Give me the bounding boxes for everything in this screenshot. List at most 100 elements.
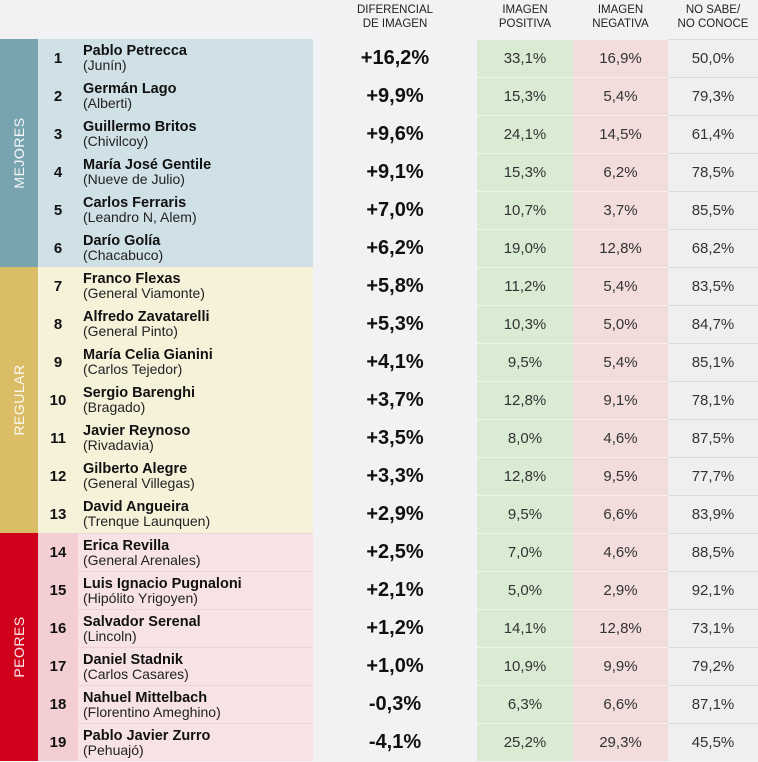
- mayor-name: Pablo Javier Zurro: [83, 727, 211, 744]
- mayor-cell: Alfredo Zavatarelli (General Pinto): [78, 305, 313, 343]
- section-rows: 7 Franco Flexas (General Viamonte) +5,8%…: [38, 267, 758, 533]
- header-differential: DIFERENCIAL DE IMAGEN: [313, 3, 477, 31]
- mayor-name: Erica Revilla: [83, 537, 170, 554]
- mayor-name: María Celia Gianini: [83, 347, 213, 363]
- district-name: (Carlos Casares): [83, 665, 189, 682]
- header-positive: IMAGEN POSITIVA: [477, 3, 573, 31]
- rank: 3: [38, 115, 78, 153]
- table-row: 5 Carlos Ferraris (Leandro N, Alem) +7,0…: [38, 191, 758, 229]
- district-name: (Florentino Ameghino): [83, 703, 221, 720]
- mayor-name: Carlos Ferraris: [83, 195, 187, 211]
- unknown-image: 73,1%: [668, 609, 758, 647]
- image-differential: +5,3%: [366, 312, 424, 335]
- image-differential: +16,2%: [360, 46, 430, 69]
- unknown-image: 85,1%: [668, 343, 758, 381]
- positive-image: 9,5%: [477, 495, 573, 533]
- image-differential: +6,2%: [366, 236, 424, 259]
- positive-image: 9,5%: [477, 343, 573, 381]
- image-differential: -0,3%: [368, 692, 422, 715]
- positive-image: 8,0%: [477, 419, 573, 457]
- mayor-cell: Darío Golía (Chacabuco): [78, 229, 313, 267]
- negative-image: 9,9%: [573, 647, 668, 685]
- negative-image: 14,5%: [573, 115, 668, 153]
- section-regular: REGULAR 7 Franco Flexas (General Viamont…: [0, 267, 758, 533]
- header-line: NEGATIVA: [592, 18, 649, 30]
- section-label-bar: REGULAR: [0, 267, 38, 533]
- mayor-cell: Carlos Ferraris (Leandro N, Alem): [78, 191, 313, 229]
- section-rows: 1 Pablo Petrecca (Junín) +16,2% 33,1% 16…: [38, 39, 758, 267]
- table-row: 3 Guillermo Britos (Chivilcoy) +9,6% 24,…: [38, 115, 758, 153]
- mayor-cell: Guillermo Britos (Chivilcoy): [78, 115, 313, 153]
- negative-image: 4,6%: [573, 419, 668, 457]
- mayor-name: Javier Reynoso: [83, 423, 191, 439]
- table-row: 15 Luis Ignacio Pugnaloni (Hipólito Yrig…: [38, 571, 758, 609]
- unknown-image: 78,1%: [668, 381, 758, 419]
- table-row: 7 Franco Flexas (General Viamonte) +5,8%…: [38, 267, 758, 305]
- negative-image: 29,3%: [573, 723, 668, 761]
- negative-image: 6,6%: [573, 495, 668, 533]
- district-name: (Hipólito Yrigoyen): [83, 589, 198, 606]
- table-row: 6 Darío Golía (Chacabuco) +6,2% 19,0% 12…: [38, 229, 758, 267]
- rank: 15: [38, 571, 78, 609]
- unknown-image: 61,4%: [668, 115, 758, 153]
- mayor-cell: Nahuel Mittelbach (Florentino Ameghino): [78, 685, 313, 723]
- rank: 6: [38, 229, 78, 267]
- unknown-image: 68,2%: [668, 229, 758, 267]
- negative-image: 9,1%: [573, 381, 668, 419]
- positive-image: 12,8%: [477, 457, 573, 495]
- rank: 5: [38, 191, 78, 229]
- header-line: NO CONOCE: [677, 18, 749, 30]
- unknown-image: 85,5%: [668, 191, 758, 229]
- table-row: 17 Daniel Stadnik (Carlos Casares) +1,0%…: [38, 647, 758, 685]
- image-differential: +2,9%: [366, 502, 424, 525]
- district-name: (Carlos Tejedor): [83, 361, 183, 377]
- district-name: (Nueve de Julio): [83, 171, 185, 187]
- table-row: 1 Pablo Petrecca (Junín) +16,2% 33,1% 16…: [38, 39, 758, 77]
- image-differential: -4,1%: [368, 730, 422, 753]
- section-rows: 14 Erica Revilla (General Arenales) +2,5…: [38, 533, 758, 761]
- table-row: 9 María Celia Gianini (Carlos Tejedor) +…: [38, 343, 758, 381]
- image-differential: +3,3%: [366, 464, 424, 487]
- district-name: (General Arenales): [83, 551, 201, 568]
- rank: 7: [38, 267, 78, 305]
- rank: 4: [38, 153, 78, 191]
- negative-image: 5,0%: [573, 305, 668, 343]
- mayor-cell: Luis Ignacio Pugnaloni (Hipólito Yrigoye…: [78, 571, 313, 609]
- table-row: 10 Sergio Barenghi (Bragado) +3,7% 12,8%…: [38, 381, 758, 419]
- unknown-image: 50,0%: [668, 39, 758, 77]
- negative-image: 6,6%: [573, 685, 668, 723]
- positive-image: 19,0%: [477, 229, 573, 267]
- positive-image: 15,3%: [477, 153, 573, 191]
- mayor-name: Sergio Barenghi: [83, 385, 195, 401]
- mayor-name: Luis Ignacio Pugnaloni: [83, 575, 242, 592]
- image-differential: +2,1%: [366, 578, 424, 601]
- unknown-image: 83,5%: [668, 267, 758, 305]
- table-row: 19 Pablo Javier Zurro (Pehuajó) -4,1% 25…: [38, 723, 758, 761]
- negative-image: 6,2%: [573, 153, 668, 191]
- negative-image: 5,4%: [573, 343, 668, 381]
- section-label-bar: MEJORES: [0, 39, 38, 267]
- district-name: (Rivadavia): [83, 437, 154, 453]
- table-row: 4 María José Gentile (Nueve de Julio) +9…: [38, 153, 758, 191]
- positive-image: 10,9%: [477, 647, 573, 685]
- rank: 2: [38, 77, 78, 115]
- positive-image: 11,2%: [477, 267, 573, 305]
- district-name: (General Pinto): [83, 323, 178, 339]
- mayor-cell: María José Gentile (Nueve de Julio): [78, 153, 313, 191]
- unknown-image: 87,5%: [668, 419, 758, 457]
- header-line: DIFERENCIAL: [356, 4, 434, 16]
- rank: 19: [38, 723, 78, 761]
- table-row: 16 Salvador Serenal (Lincoln) +1,2% 14,1…: [38, 609, 758, 647]
- section-label-bar: PEORES: [0, 533, 38, 761]
- header-unknown: NO SABE/ NO CONOCE: [668, 3, 758, 31]
- mayor-name: Guillermo Britos: [83, 119, 197, 135]
- district-name: (Leandro N, Alem): [83, 209, 197, 225]
- negative-image: 2,9%: [573, 571, 668, 609]
- negative-image: 4,6%: [573, 533, 668, 571]
- rank: 14: [38, 533, 78, 571]
- mayor-cell: Gilberto Alegre (General Villegas): [78, 457, 313, 495]
- mayor-cell: David Angueira (Trenque Launquen): [78, 495, 313, 533]
- unknown-image: 45,5%: [668, 723, 758, 761]
- section-mejores: MEJORES 1 Pablo Petrecca (Junín) +16,2% …: [0, 39, 758, 267]
- mayor-name: Alfredo Zavatarelli: [83, 309, 210, 325]
